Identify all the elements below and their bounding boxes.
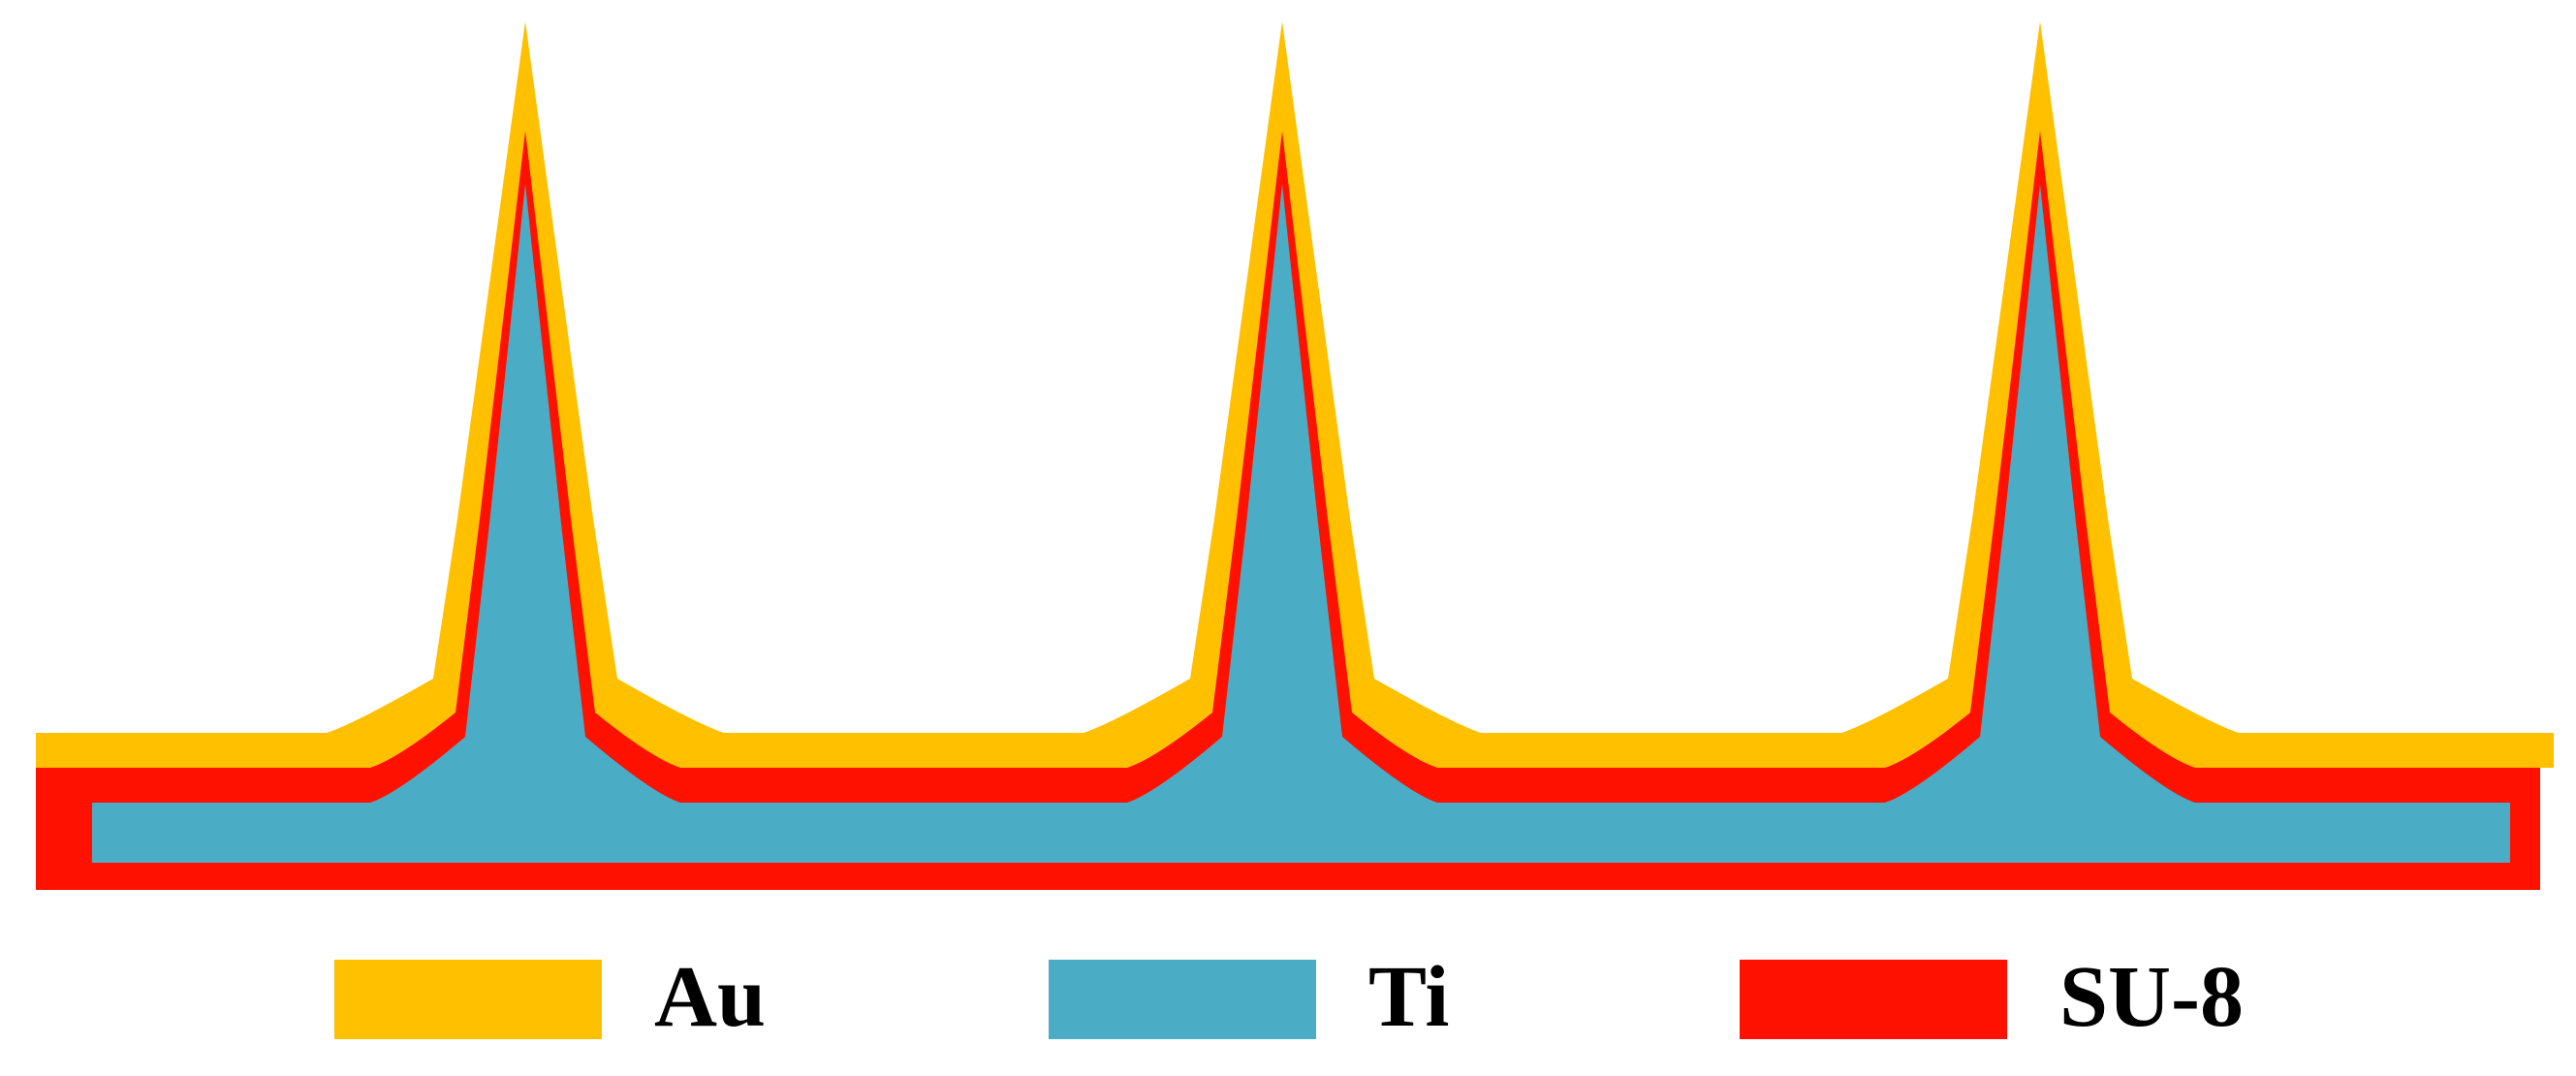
legend-label-ti: Ti xyxy=(1368,949,1450,1045)
ti-layer xyxy=(92,184,2510,863)
layer-cross-section-diagram xyxy=(36,21,2554,890)
legend-label-au: Au xyxy=(654,949,767,1045)
legend-swatch-su8 xyxy=(1740,960,2007,1039)
ti-core xyxy=(92,184,2510,863)
legend-label-su8: SU-8 xyxy=(2059,949,2245,1045)
legend-swatch-ti xyxy=(1049,960,1316,1039)
legend: Au Ti SU-8 xyxy=(0,949,2576,1045)
legend-swatch-au xyxy=(334,960,602,1039)
